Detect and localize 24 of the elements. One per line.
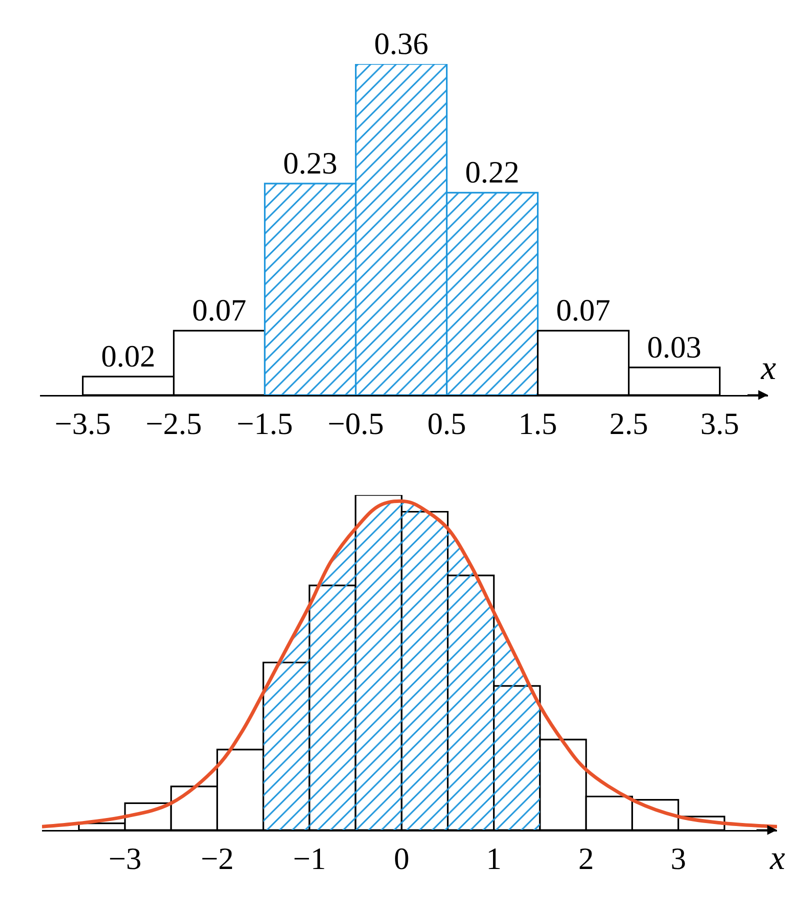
data-label: 0.07 — [556, 292, 610, 328]
x-tick-label: 2 — [578, 840, 594, 876]
x-tick-label: −3.5 — [54, 406, 111, 441]
x-axis-title: x — [760, 350, 776, 387]
x-tick-label: 0.5 — [427, 406, 466, 441]
x-tick-label: −2 — [200, 840, 234, 876]
x-tick-label: 1.5 — [518, 406, 558, 441]
data-label: 0.07 — [192, 292, 246, 328]
x-tick-label: −3 — [108, 840, 142, 876]
x-tick-label: 2.5 — [609, 406, 648, 441]
x-tick-label: 0 — [394, 840, 410, 876]
x-tick-label: −1 — [292, 840, 326, 876]
x-tick-label: −1.5 — [236, 406, 293, 441]
data-label: 0.36 — [374, 26, 428, 61]
x-tick-label: 1 — [486, 840, 502, 876]
data-label: 0.03 — [647, 329, 702, 364]
x-tick-label: 3.5 — [700, 406, 740, 441]
x-tick-label: −2.5 — [146, 406, 202, 441]
x-axis-title: x — [769, 840, 786, 877]
data-label: 0.22 — [465, 154, 520, 190]
x-tick-label: −0.5 — [328, 406, 384, 441]
data-label: 0.02 — [101, 338, 156, 374]
data-label: 0.23 — [283, 146, 338, 181]
x-tick-label: 3 — [670, 840, 686, 876]
